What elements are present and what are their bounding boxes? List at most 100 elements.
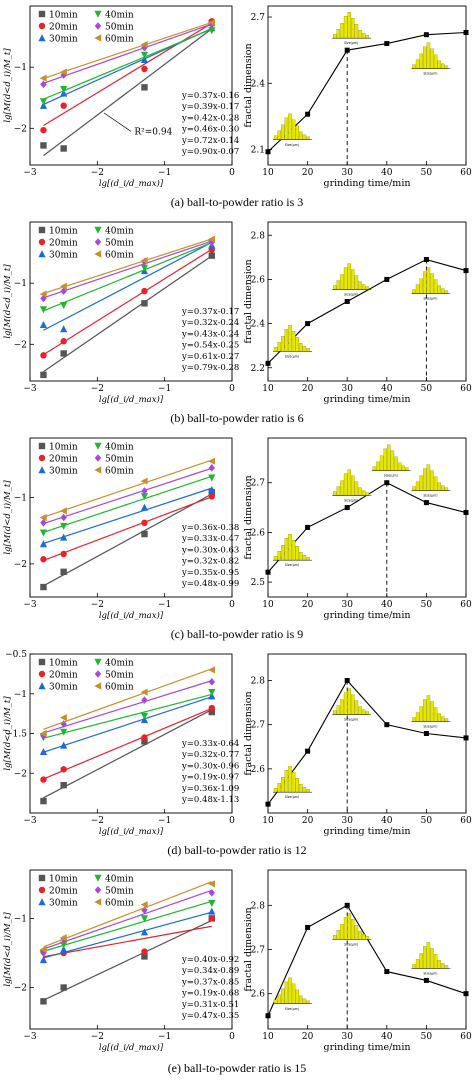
histogram-bar-d bbox=[336, 705, 341, 715]
histogram-bar-a bbox=[433, 54, 438, 69]
histogram-bar-b bbox=[299, 343, 303, 352]
left-ytick-label-c: −2 bbox=[14, 560, 27, 570]
histogram-bar-b bbox=[343, 267, 348, 290]
legend-marker-40min-a bbox=[94, 10, 102, 18]
size-histogram-inset-d: Size(μm) bbox=[332, 688, 372, 722]
right-xtick-label-a: 50 bbox=[421, 168, 433, 178]
legend-label-20min-d: 20min bbox=[49, 671, 78, 681]
histogram-bar-c bbox=[444, 487, 449, 491]
size-histogram-inset-b: Size(μm) bbox=[332, 263, 372, 297]
legend-label-30min-e: 30min bbox=[49, 899, 78, 909]
size-histogram-inset-a: Size(μm) bbox=[332, 12, 372, 45]
equation-0-a: y=0.37x-0.16 bbox=[181, 91, 239, 101]
size-histogram-inset-c: Size(μm) bbox=[332, 469, 372, 503]
histogram-bar-d bbox=[295, 778, 299, 793]
histogram-bar-b bbox=[426, 267, 431, 294]
equation-3-e: y=0.19x-0.68 bbox=[181, 989, 239, 999]
point-40min-a bbox=[140, 51, 149, 59]
fit-line-60min-b bbox=[43, 238, 212, 295]
histogram-bar-a bbox=[295, 125, 299, 140]
point-30min-e bbox=[60, 945, 68, 953]
point-60min-d bbox=[59, 714, 67, 722]
histogram-bar-a bbox=[340, 23, 344, 39]
right-xtick-label-e: 10 bbox=[262, 1032, 274, 1042]
legend-label-60min-a: 60min bbox=[105, 35, 134, 45]
histogram-bar-b bbox=[430, 273, 434, 294]
histogram-bar-b bbox=[415, 284, 420, 294]
point-40min-e bbox=[140, 915, 149, 923]
histogram-bar-a bbox=[412, 64, 416, 69]
histogram-bar-b bbox=[306, 348, 310, 352]
histogram-bar-c bbox=[306, 557, 310, 561]
histogram-bar-c bbox=[343, 473, 348, 496]
point-20min-d bbox=[40, 776, 47, 783]
left-xlabel-a: lg[(d_i/d_max)] bbox=[99, 178, 164, 189]
histogram-bar-b bbox=[433, 279, 438, 294]
fit-line-60min-d bbox=[43, 668, 213, 730]
point-30min-c bbox=[208, 485, 216, 493]
histogram-axis-label-c: Size(μm) bbox=[384, 474, 398, 478]
left-ytick-label-a: −2 bbox=[14, 124, 27, 134]
right-xtick-label-c: 60 bbox=[460, 600, 472, 610]
right-ytick-label-b: 2.2 bbox=[251, 364, 265, 374]
fit-line-10min-e bbox=[43, 919, 213, 1001]
histogram-bar-d bbox=[444, 718, 449, 722]
fit-line-10min-a bbox=[43, 28, 213, 157]
histogram-bar-c bbox=[376, 461, 380, 471]
fractal-point-e bbox=[344, 902, 350, 908]
point-10min-c bbox=[60, 568, 67, 576]
point-60min-b bbox=[59, 282, 67, 290]
histogram-bar-e bbox=[273, 999, 278, 1004]
fractal-point-e bbox=[384, 969, 390, 975]
histogram-bar-c bbox=[419, 475, 423, 491]
point-60min-e bbox=[208, 880, 215, 888]
histogram-bar-c bbox=[340, 480, 344, 496]
histogram-axis-label-a: Size(μm) bbox=[285, 143, 299, 147]
histogram-bar-a bbox=[426, 42, 431, 69]
legend-label-60min-c: 60min bbox=[105, 467, 134, 477]
right-xlabel-e: grinding time/min bbox=[324, 1042, 411, 1053]
fractal-point-c bbox=[463, 510, 469, 516]
histogram-bar-d bbox=[288, 766, 292, 793]
right-xtick-label-d: 50 bbox=[421, 816, 433, 826]
histogram-bar-b bbox=[336, 280, 341, 290]
histogram-bar-e bbox=[423, 946, 427, 969]
fit-line-40min-d bbox=[43, 693, 212, 739]
left-ytick-label-d: −1 bbox=[14, 690, 27, 700]
legend-label-30min-a: 30min bbox=[49, 35, 78, 45]
histogram-bar-d bbox=[430, 701, 434, 722]
histogram-bar-a bbox=[302, 134, 307, 140]
histogram-bar-c bbox=[284, 538, 289, 561]
equation-5-d: y=0.48x-1.13 bbox=[181, 795, 239, 805]
point-10min-a bbox=[40, 142, 47, 149]
equation-3-d: y=0.19x-0.97 bbox=[181, 773, 239, 783]
point-60min-c bbox=[59, 507, 67, 515]
histogram-bar-a bbox=[415, 59, 420, 69]
left-xtick-label-d: −1 bbox=[158, 816, 171, 826]
fractal-line-a bbox=[267, 31, 467, 153]
histogram-bar-c bbox=[288, 534, 292, 561]
point-30min-d bbox=[39, 747, 48, 755]
right-xtick-label-b: 30 bbox=[341, 384, 353, 394]
legend-marker-60min-a bbox=[94, 34, 102, 42]
legend-label-50min-a: 50min bbox=[105, 23, 134, 33]
size-histogram-inset-b: Size(μm) bbox=[411, 267, 451, 301]
point-20min-b bbox=[60, 338, 67, 345]
histogram-bar-d bbox=[365, 711, 369, 715]
fractal-line-b bbox=[267, 258, 467, 364]
histogram-bar-e bbox=[340, 924, 344, 940]
histogram-bar-d bbox=[302, 787, 307, 793]
equation-3-c: y=0.32x-0.82 bbox=[181, 557, 239, 567]
point-40min-d bbox=[140, 712, 149, 720]
left-ytick-label-e: −2 bbox=[14, 984, 27, 994]
fractal-point-d bbox=[305, 748, 311, 754]
legend-label-60min-b: 60min bbox=[105, 251, 134, 261]
equation-0-d: y=0.33x-0.64 bbox=[181, 739, 239, 749]
point-60min-a bbox=[208, 18, 215, 27]
legend-label-10min-a: 10min bbox=[49, 11, 78, 21]
right-xlabel-c: grinding time/min bbox=[324, 610, 411, 621]
histogram-bar-d bbox=[415, 712, 420, 722]
fractal-point-a bbox=[344, 47, 350, 53]
fractal-point-b bbox=[463, 268, 469, 274]
